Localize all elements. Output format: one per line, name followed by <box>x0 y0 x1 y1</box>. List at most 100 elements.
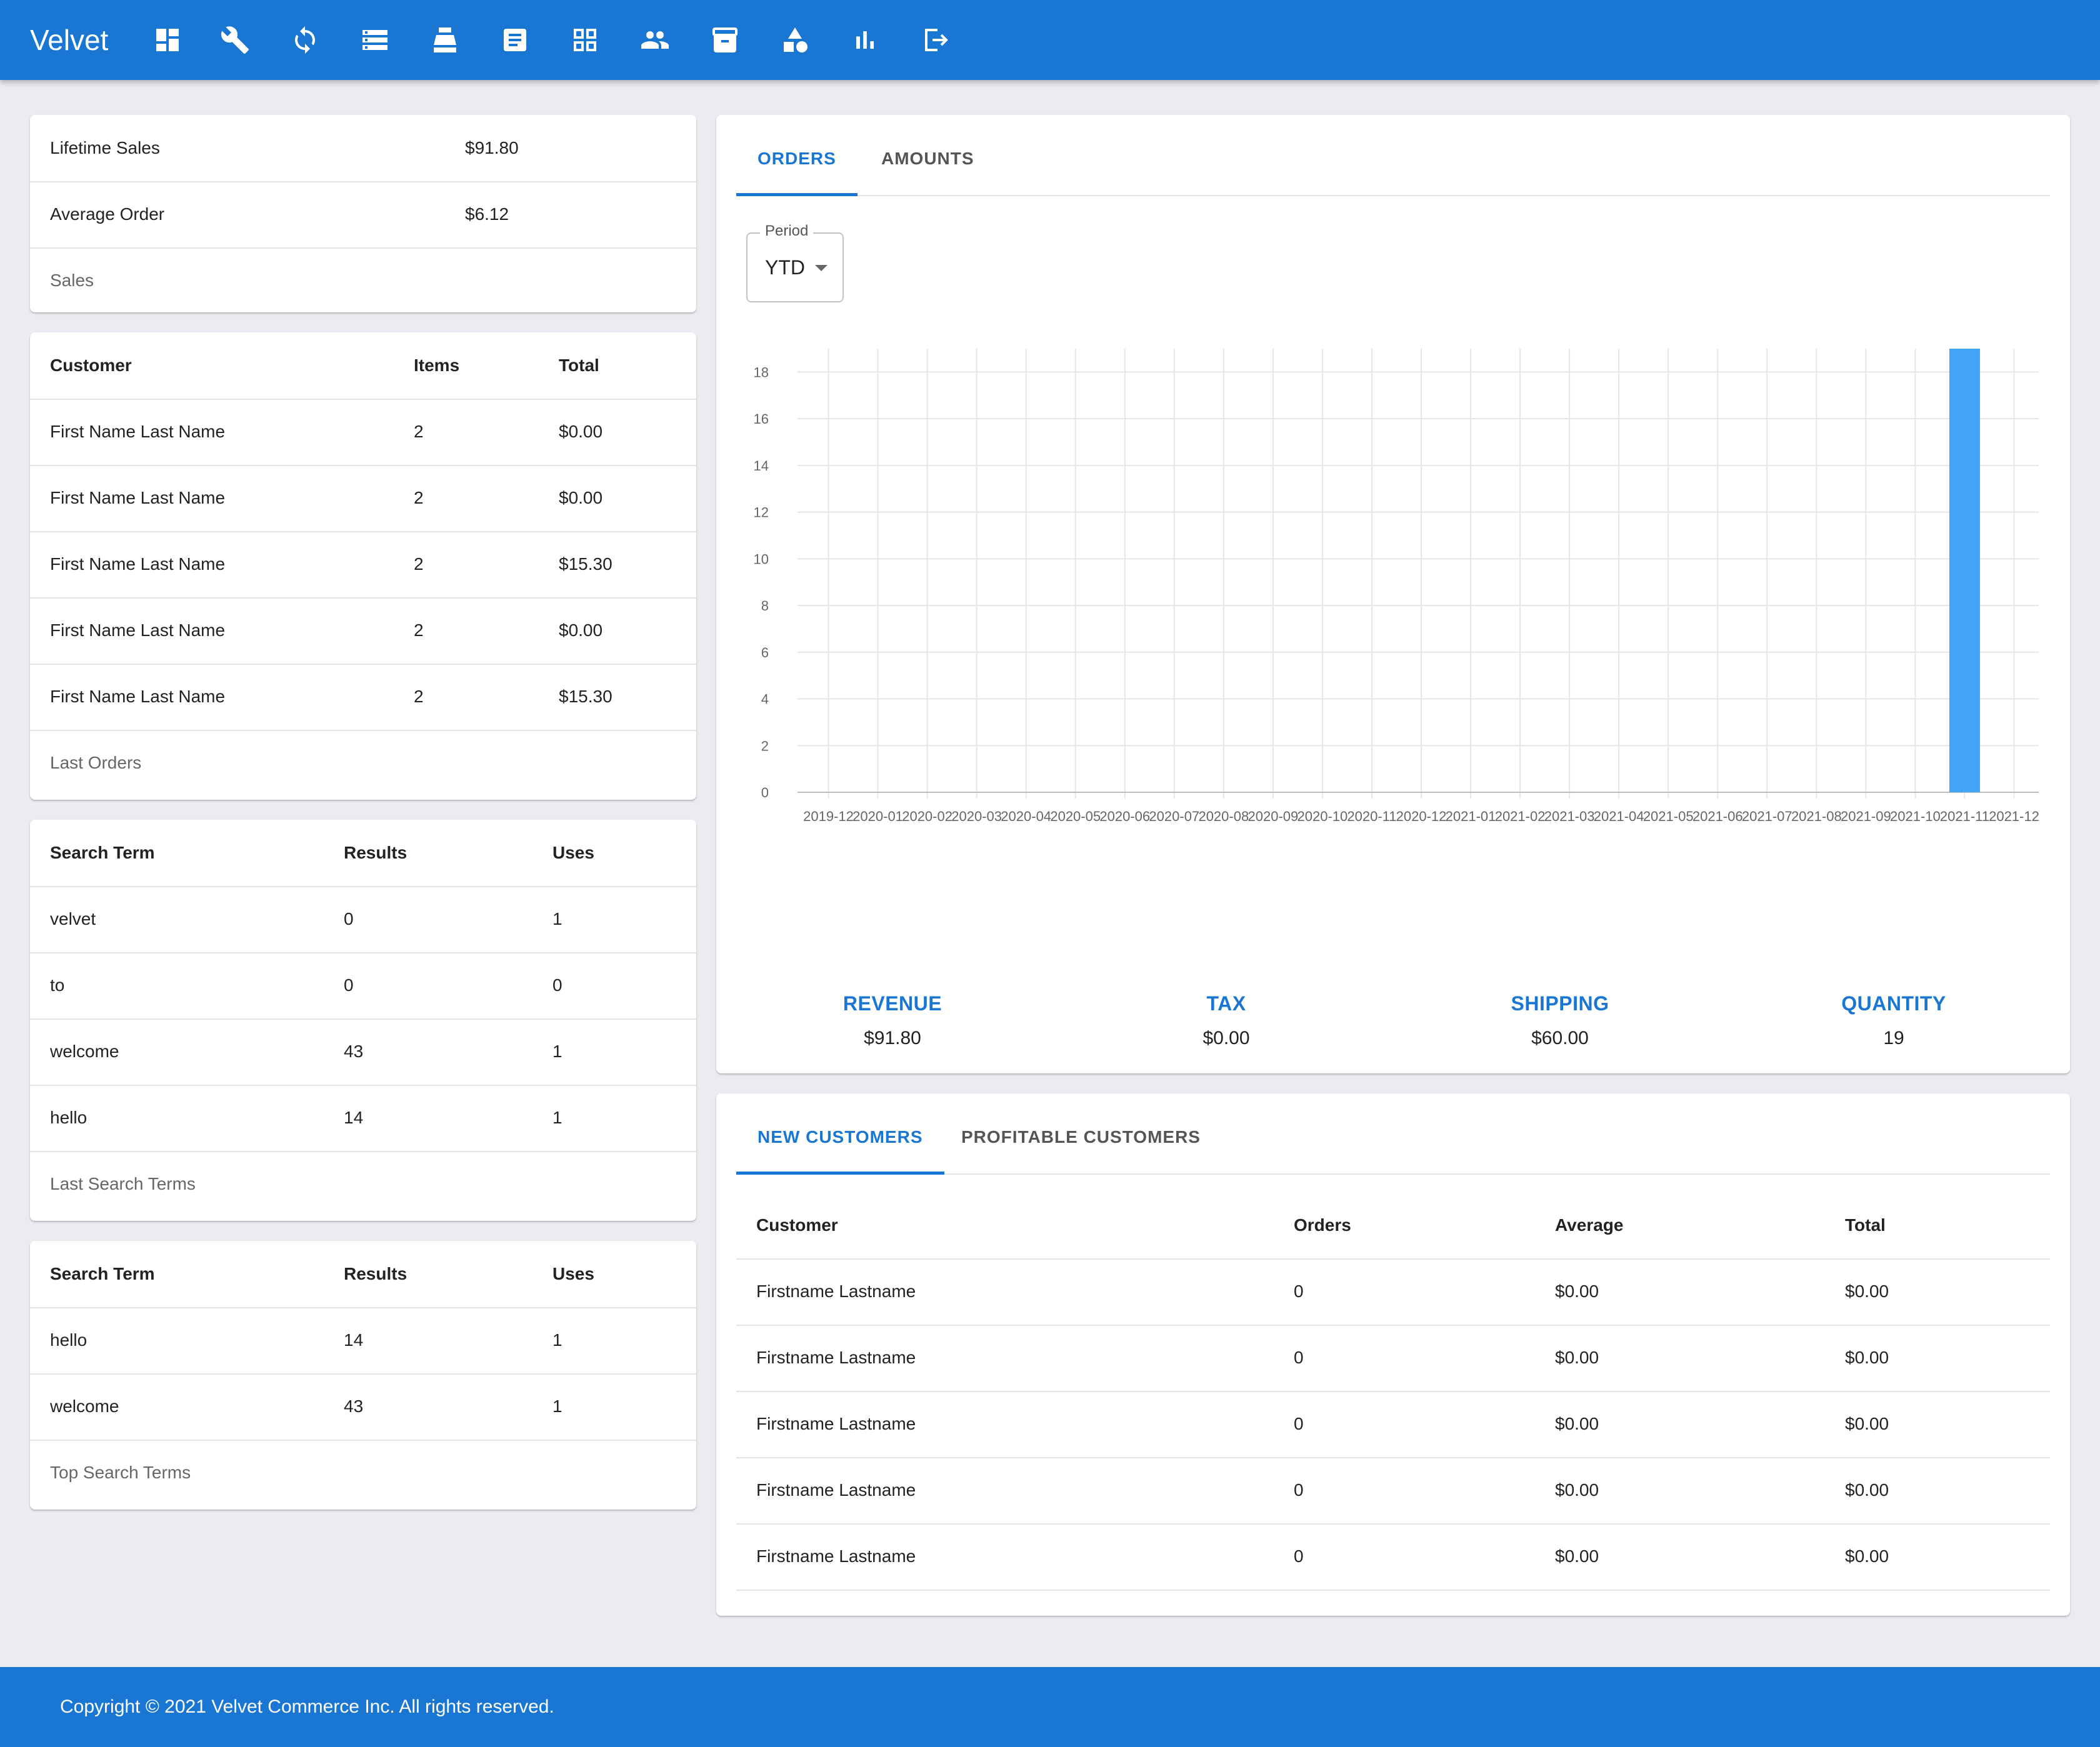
table-row[interactable]: Firstname Lastname 0 $0.00 $0.00 <box>736 1523 2050 1591</box>
results-cell: 14 <box>344 1108 364 1127</box>
y-tick-label: 14 <box>754 458 769 474</box>
bar-chart-icon[interactable] <box>850 25 880 55</box>
x-tick-label: 2021-12 <box>1989 809 2039 824</box>
tab-amounts[interactable]: AMOUNTS <box>881 149 974 168</box>
table-row[interactable]: hello 14 1 <box>30 1307 696 1375</box>
table-row[interactable]: First Name Last Name 2 $0.00 <box>30 465 696 532</box>
last-orders-card: Customer Items Total First Name Last Nam… <box>30 332 696 800</box>
orders-card: ORDERS AMOUNTS Period YTD 0 2 4 6 8 10 12 14 16 1… <box>716 115 2070 1073</box>
total-cell: $0.00 <box>1845 1546 1889 1566</box>
x-tick-label: 2020-04 <box>1001 809 1051 824</box>
x-tick-label: 2020-08 <box>1198 809 1249 824</box>
table-row[interactable]: First Name Last Name 2 $0.00 <box>30 399 696 466</box>
x-tick-label: 2021-04 <box>1594 809 1644 824</box>
x-tick-label: 2020-11 <box>1347 809 1396 824</box>
tab-new-customers[interactable]: NEW CUSTOMERS <box>736 1093 944 1175</box>
total-cell: $0.00 <box>1845 1414 1889 1433</box>
items-cell: 2 <box>414 488 424 507</box>
x-tick-label: 2020-10 <box>1298 809 1348 824</box>
cash-register-icon[interactable] <box>430 25 460 55</box>
average-order-row: Average Order $6.12 <box>30 181 696 249</box>
x-tick-label: 2020-05 <box>1050 809 1101 824</box>
search-term-cell: velvet <box>50 909 96 928</box>
people-icon[interactable] <box>640 25 670 55</box>
x-tick-label: 2020-02 <box>902 809 952 824</box>
column-header-items: Items <box>414 356 460 375</box>
grid-icon[interactable] <box>570 25 600 55</box>
bar-2021-11[interactable] <box>1949 349 1980 792</box>
table-row[interactable]: First Name Last Name 2 $15.30 <box>30 531 696 599</box>
app-bar: Velvet <box>0 0 2100 80</box>
shipping-summary: SHIPPING $60.00 <box>1466 992 1654 1049</box>
y-tick-label: 10 <box>754 551 769 567</box>
table-row[interactable]: welcome 43 1 <box>30 1018 696 1086</box>
customer-cell: First Name Last Name <box>50 620 226 640</box>
x-tick-label: 2020-03 <box>951 809 1002 824</box>
logout-icon[interactable] <box>920 25 950 55</box>
sync-icon[interactable] <box>290 25 320 55</box>
orders-cell: 0 <box>1294 1546 1304 1566</box>
uses-cell: 0 <box>552 975 562 995</box>
document-icon[interactable] <box>500 25 530 55</box>
y-tick-label: 2 <box>761 738 769 754</box>
table-row[interactable]: to 0 0 <box>30 952 696 1020</box>
column-header-results: Results <box>344 1264 408 1283</box>
sales-caption-row: Sales <box>30 247 696 312</box>
tax-value: $0.00 <box>1202 1028 1250 1048</box>
tab-profitable-customers[interactable]: PROFITABLE CUSTOMERS <box>961 1127 1201 1147</box>
total-cell: $0.00 <box>559 488 603 507</box>
top-search-terms-caption: Top Search Terms <box>50 1463 191 1482</box>
table-row[interactable]: Firstname Lastname 0 $0.00 $0.00 <box>736 1325 2050 1392</box>
table-row[interactable]: First Name Last Name 2 $0.00 <box>30 597 696 665</box>
table-row[interactable]: Firstname Lastname 0 $0.00 $0.00 <box>736 1457 2050 1525</box>
results-cell: 0 <box>344 975 354 995</box>
items-cell: 2 <box>414 687 424 706</box>
uses-cell: 1 <box>552 1396 562 1416</box>
table-row[interactable]: Firstname Lastname 0 $0.00 $0.00 <box>736 1258 2050 1326</box>
revenue-value: $91.80 <box>864 1028 921 1048</box>
last-search-terms-caption-row: Last Search Terms <box>30 1151 696 1217</box>
column-header-total: Total <box>559 356 599 375</box>
x-tick-label: 2021-05 <box>1643 809 1694 824</box>
table-row[interactable]: velvet 0 1 <box>30 886 696 953</box>
customer-cell: First Name Last Name <box>50 422 226 441</box>
x-tick-label: 2020-01 <box>852 809 903 824</box>
table-row[interactable]: welcome 43 1 <box>30 1373 696 1441</box>
storage-icon[interactable] <box>360 25 390 55</box>
items-cell: 2 <box>414 554 424 574</box>
column-header-customer: Customer <box>756 1215 838 1235</box>
x-tick-label: 2021-03 <box>1544 809 1595 824</box>
total-cell: $0.00 <box>1845 1480 1889 1500</box>
column-header-uses: Uses <box>552 843 594 862</box>
x-tick-label: 2021-02 <box>1495 809 1546 824</box>
column-header-average: Average <box>1555 1215 1624 1235</box>
period-select[interactable]: Period YTD <box>746 222 844 302</box>
sales-card: Lifetime Sales $91.80 Average Order $6.1… <box>30 115 696 312</box>
shipping-label: SHIPPING <box>1511 992 1609 1015</box>
search-term-cell: hello <box>50 1108 88 1127</box>
tab-orders[interactable]: ORDERS <box>736 115 858 196</box>
x-tick-label: 2019-12 <box>803 809 854 824</box>
table-row[interactable]: First Name Last Name 2 $15.30 <box>30 664 696 731</box>
top-search-terms-card: Search Term Results Uses hello 14 1 welc… <box>30 1241 696 1510</box>
period-label: Period <box>760 222 814 240</box>
search-term-cell: hello <box>50 1330 88 1350</box>
table-row[interactable]: hello 14 1 <box>30 1085 696 1152</box>
dashboard-icon[interactable] <box>152 25 182 55</box>
search-term-cell: welcome <box>50 1396 119 1416</box>
tax-summary: TAX $0.00 <box>1132 992 1320 1049</box>
customer-cell: Firstname Lastname <box>756 1546 916 1566</box>
table-row[interactable]: Firstname Lastname 0 $0.00 $0.00 <box>736 1391 2050 1458</box>
orders-tabs: ORDERS AMOUNTS <box>736 115 2050 196</box>
shapes-icon[interactable] <box>780 25 810 55</box>
build-icon[interactable] <box>220 25 250 55</box>
archive-icon[interactable] <box>710 25 740 55</box>
average-cell: $0.00 <box>1555 1480 1599 1500</box>
column-header-results: Results <box>344 843 408 862</box>
caret-down-icon <box>815 265 828 271</box>
customer-cell: Firstname Lastname <box>756 1414 916 1433</box>
customers-tabs: NEW CUSTOMERS PROFITABLE CUSTOMERS <box>736 1093 2050 1175</box>
total-cell: $15.30 <box>559 554 612 574</box>
y-tick-label: 12 <box>754 505 769 520</box>
last-search-terms-caption: Last Search Terms <box>50 1174 196 1193</box>
